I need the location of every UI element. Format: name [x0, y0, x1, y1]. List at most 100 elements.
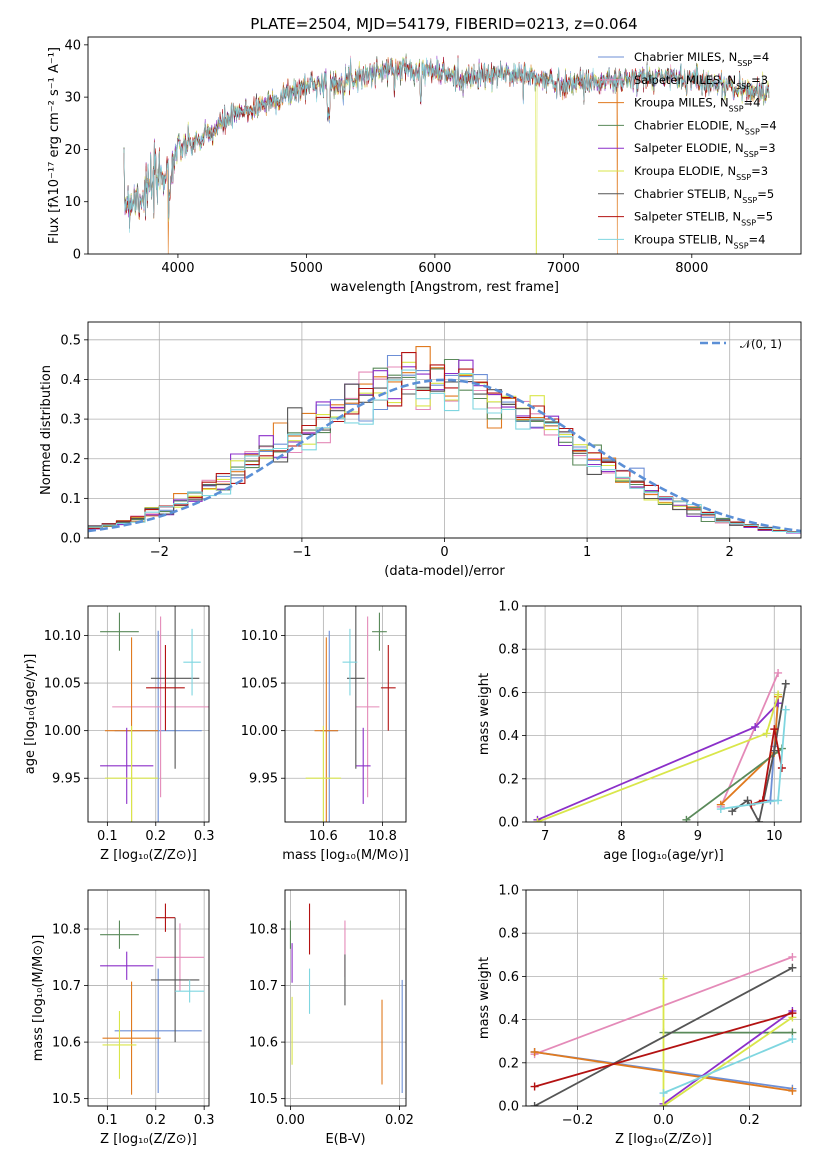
y-tick-label: 10.00: [44, 724, 81, 739]
x-axis-label: wavelength [Angstrom, rest frame]: [330, 280, 559, 295]
x-tick-label: 2: [726, 545, 734, 560]
weight-line-salpeter_elodie: [537, 702, 779, 821]
y-tick-label: 10.10: [44, 629, 81, 644]
axes-frame: [525, 605, 802, 823]
x-axis-label: mass [log₁₀(M/M⊙)]: [282, 848, 409, 863]
axes-frame: [87, 889, 210, 1107]
legend-label-chabrier_elodie: Chabrier ELODIE, NSSP=4: [634, 118, 777, 136]
y-tick-label: 9.95: [249, 772, 278, 787]
y-tick-label: 10.05: [241, 677, 278, 692]
x-tick-label: 1: [583, 545, 591, 560]
x-tick-label: 4000: [161, 261, 194, 276]
y-tick-label: 0.5: [60, 333, 81, 348]
weight-point-chabrier_stelib: [530, 1102, 539, 1106]
legend-label-salpeter_elodie: Salpeter ELODIE, NSSP=3: [634, 141, 776, 159]
y-tick-label: 0.6: [498, 970, 519, 985]
y-tick-label: 10.7: [249, 979, 278, 994]
weight-point-kroupa_elodie: [774, 690, 783, 699]
legend-label-kroupa_stelib: Kroupa STELIB, NSSP=4: [634, 232, 765, 250]
weight-point-kroupa_elodie: [533, 818, 542, 822]
x-tick-label: 0.2: [145, 829, 166, 844]
legend-subscript: SSP: [745, 127, 760, 136]
y-tick-label: 0.8: [498, 643, 519, 658]
legend-suffix: =3: [751, 73, 768, 87]
weight-point-salpeter_miles: [774, 668, 783, 677]
legend-suffix: =3: [751, 164, 768, 178]
weight-point-kroupa_elodie: [762, 729, 771, 738]
y-tick-label: 9.95: [52, 772, 81, 787]
x-tick-label: 0.2: [739, 1113, 760, 1128]
y-tick-label: 10: [64, 195, 81, 210]
y-axis-label: Flux [fλ10⁻¹⁷ erg cm⁻² s⁻¹ A⁻¹]: [47, 47, 62, 244]
figure-title: PLATE=2504, MJD=54179, FIBERID=0213, z=0…: [250, 15, 637, 33]
plot-area: [533, 668, 790, 822]
weight-point-chabrier_stelib: [788, 963, 797, 972]
x-tick-label: 10.8: [368, 829, 397, 844]
y-tick-label: 40: [64, 38, 81, 53]
plot-area: [88, 346, 801, 538]
y-tick-label: 10.05: [44, 677, 81, 692]
axes-frame: [284, 605, 407, 823]
x-tick-label: 0.3: [194, 829, 215, 844]
y-tick-label: 0.8: [498, 927, 519, 942]
weight-point-chabrier_elodie: [682, 815, 691, 822]
weight-line-chabrier_stelib: [731, 683, 787, 822]
x-axis-label: (data-model)/error: [384, 564, 505, 579]
legend-subscript: SSP: [734, 241, 749, 250]
weight-point-kroupa_elodie: [659, 974, 668, 983]
x-tick-label: 10.6: [309, 829, 338, 844]
plot-area: [305, 606, 396, 822]
weight-point-kroupa_stelib: [774, 796, 783, 805]
weight-point-chabrier_stelib: [754, 818, 763, 822]
panel-age_vs_mass: 10.6 10.8 9.95 10.00 10.05 10.10 mass [log₁₀(M…: [241, 605, 409, 863]
weight-line-salpeter_elodie: [662, 1010, 793, 1105]
legend-suffix: =4: [760, 118, 777, 132]
plot-area: [530, 952, 797, 1106]
weight-point-salpeter_miles: [788, 952, 797, 961]
legend-label-kroupa_elodie: Kroupa ELODIE, NSSP=3: [634, 164, 768, 182]
weight-point-chabrier_stelib: [728, 807, 737, 816]
x-tick-label: 0.02: [385, 1113, 414, 1128]
plot-area: [100, 903, 205, 1095]
y-tick-label: 10.8: [52, 923, 81, 938]
y-axis-label: mass [log₁₀(M/M⊙)]: [31, 935, 46, 1062]
x-axis-label: Z [log₁₀(Z/Z⊙)]: [615, 1132, 712, 1147]
weight-point-salpeter_elodie: [751, 722, 760, 731]
y-axis-label: age [log₁₀(age/yr)]: [23, 654, 38, 775]
legend-suffix: =5: [756, 210, 773, 224]
histogram-kroupa_stelib: [88, 369, 801, 538]
legend-subscript: SSP: [737, 59, 752, 68]
y-tick-label: 0.4: [60, 373, 81, 388]
weight-line-chabrier_elodie: [685, 747, 783, 821]
weight-line-chabrier_stelib: [534, 967, 793, 1106]
y-tick-label: 0.0: [498, 816, 519, 831]
panel-spectrum: 4000 5000 6000 7000 8000 0 10 20 30 40 wavelength …: [47, 36, 802, 295]
y-tick-label: 10.6: [249, 1036, 278, 1051]
x-tick-label: 0.00: [276, 1113, 305, 1128]
legend-subscript: SSP: [736, 173, 751, 182]
x-tick-label: 8000: [675, 261, 708, 276]
x-tick-label: −1: [292, 545, 311, 560]
x-tick-label: 0.1: [97, 829, 118, 844]
y-tick-label: 1.0: [498, 600, 519, 615]
y-tick-label: 0.0: [498, 1100, 519, 1115]
panel-residuals: −2 −1 0 1 2 0.0 0.1 0.2 0.3 0.4 0.5 (data-model)/er…: [39, 321, 802, 579]
x-tick-label: 0.3: [194, 1113, 215, 1128]
x-axis-label: Z [log₁₀(Z/Z⊙)]: [100, 1132, 197, 1147]
y-tick-label: 1.0: [498, 884, 519, 899]
weight-point-salpeter_stelib: [788, 1009, 797, 1018]
axes-frame: [284, 889, 407, 1107]
weight-line-salpeter_stelib: [750, 728, 783, 806]
x-tick-label: 7000: [547, 261, 580, 276]
legend-label-salpeter_stelib: Salpeter STELIB, NSSP=5: [634, 210, 773, 228]
legend-subscript: SSP: [742, 195, 757, 204]
y-tick-label: 10.5: [52, 1092, 81, 1107]
x-axis-label: E(B-V): [325, 1132, 365, 1147]
spectrum-line-kroupa_stelib: [123, 57, 770, 233]
y-tick-label: 0.0: [60, 532, 81, 547]
x-tick-label: 5000: [290, 261, 323, 276]
x-tick-label: 6000: [418, 261, 451, 276]
legend-label-kroupa_miles: Kroupa MILES, NSSP=4: [634, 96, 760, 114]
legend-suffix: =3: [759, 141, 776, 155]
panel-weight_vs_age: 7 8 9 10 0.0 0.2 0.4 0.6 0.8 1.0 age [log₁₀(age/yr…: [477, 600, 802, 863]
